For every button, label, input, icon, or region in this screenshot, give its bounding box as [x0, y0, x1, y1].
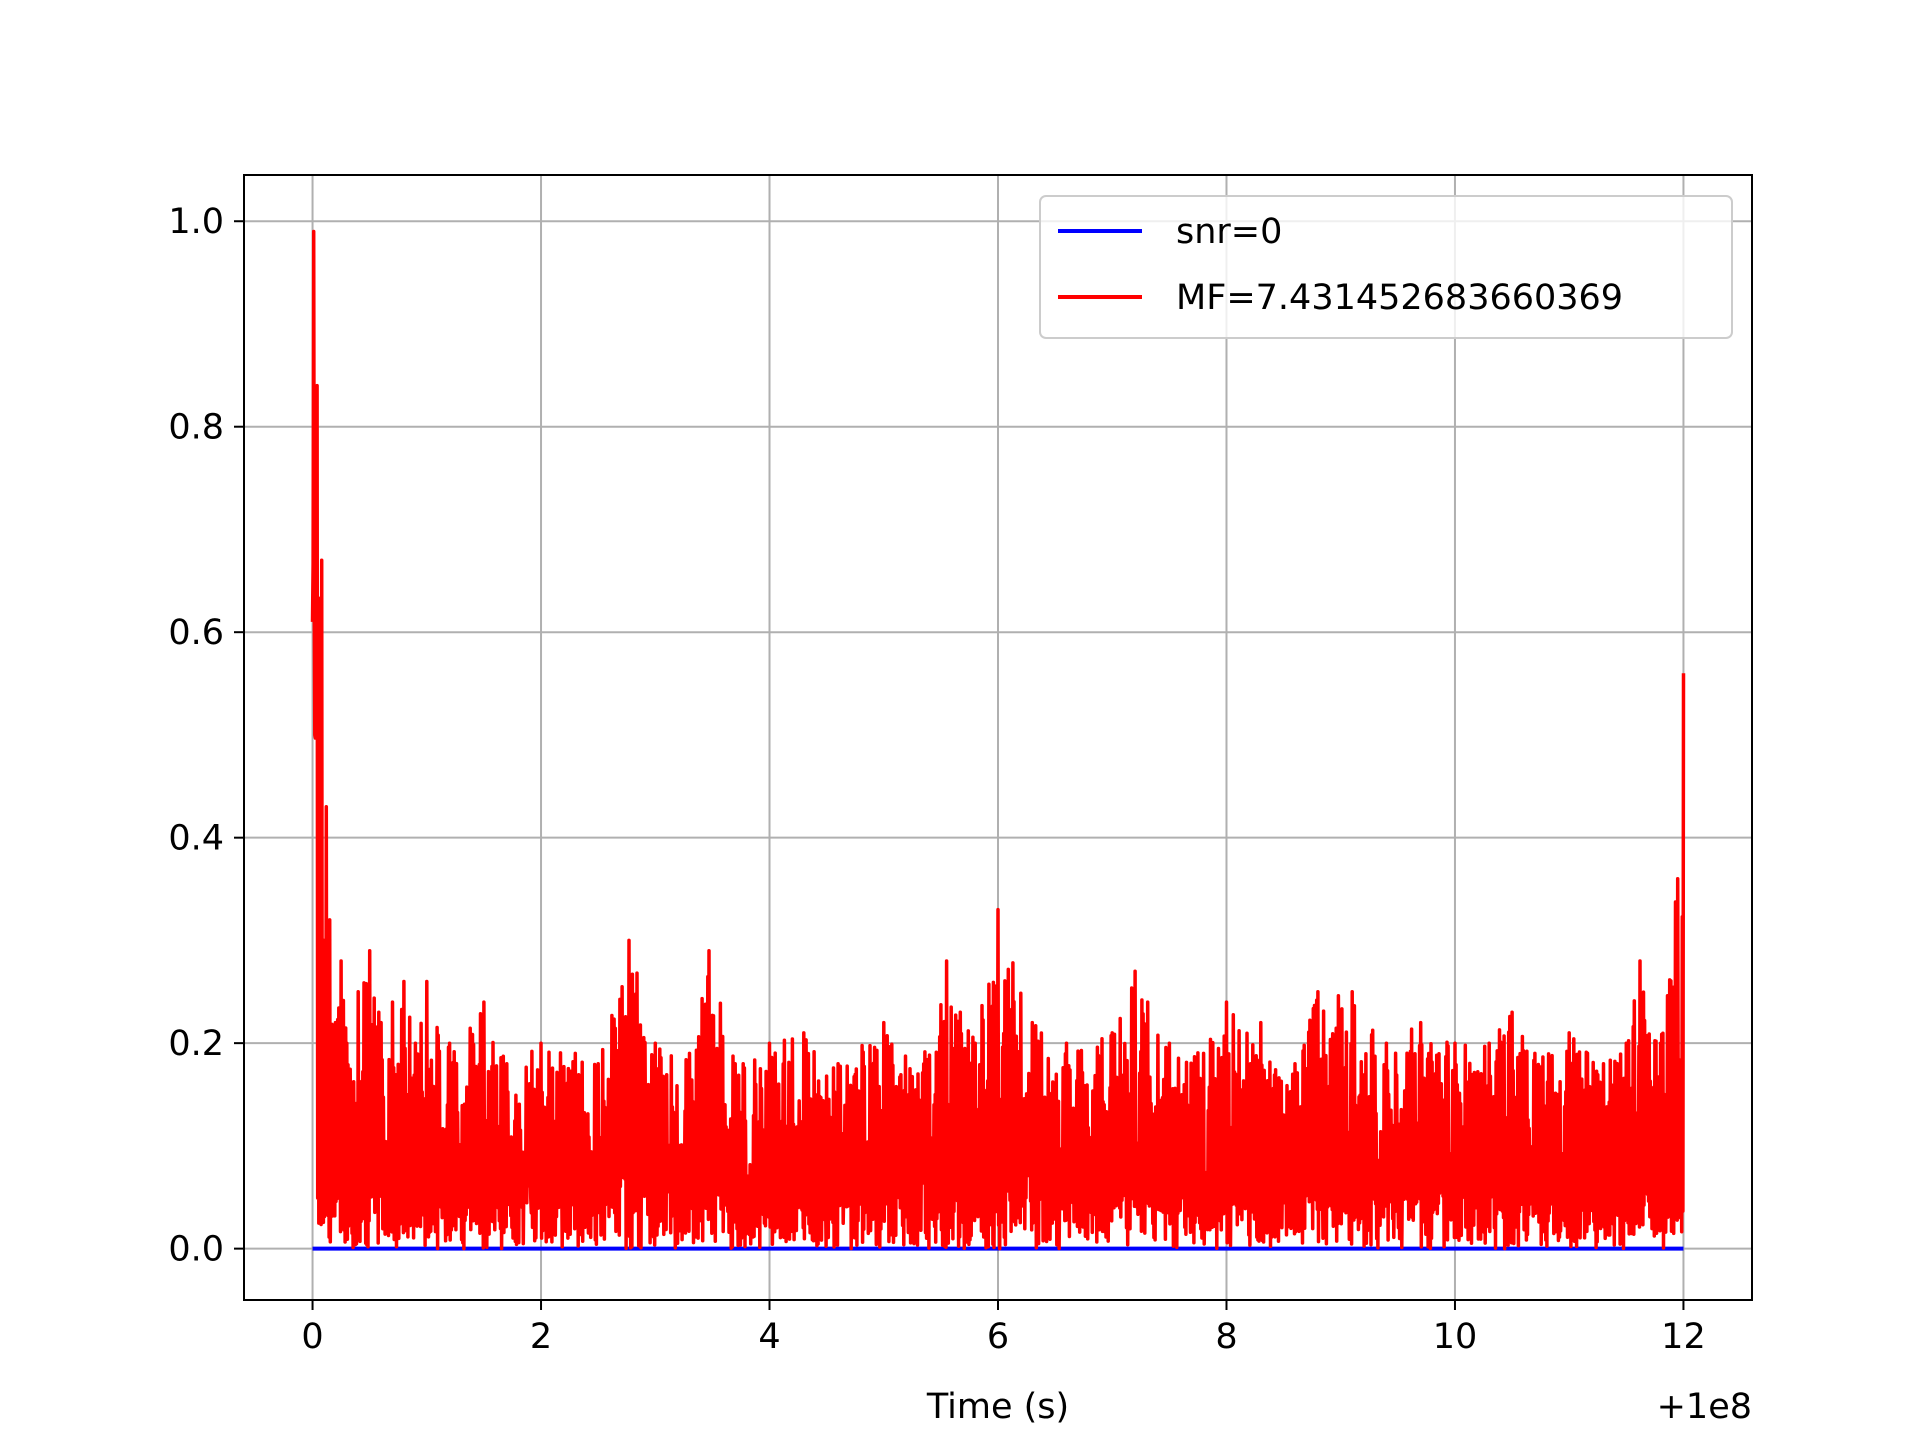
- series-line-mf: [310, 229, 1686, 1251]
- legend-label: MF=7.431452683660369: [1176, 278, 1623, 318]
- y-tick-label: 0.0: [168, 1230, 224, 1270]
- y-tick-label: 1.0: [168, 202, 224, 242]
- x-axis-label: Time (s): [926, 1387, 1069, 1427]
- x-tick-label: 10: [1433, 1317, 1478, 1357]
- x-tick-label: 4: [758, 1317, 780, 1357]
- legend-label: snr=0: [1176, 212, 1282, 252]
- x-tick-label: 2: [530, 1317, 552, 1357]
- x-tick-label: 12: [1661, 1317, 1706, 1357]
- y-tick-label: 0.6: [168, 613, 224, 653]
- plot-series: [310, 229, 1686, 1251]
- y-tick-label: 0.8: [168, 408, 224, 448]
- legend: snr=0 MF=7.431452683660369: [1039, 195, 1733, 339]
- x-offset-label: +1e8: [1657, 1387, 1752, 1427]
- axis-ticks: 0 2 4 6 8 10 12 0.0 0.2 0.4 0.6 0.8 1.0: [168, 202, 1705, 1357]
- y-tick-label: 0.2: [168, 1024, 224, 1064]
- y-tick-label: 0.4: [168, 819, 224, 859]
- legend-box: [1039, 195, 1733, 339]
- x-tick-label: 8: [1215, 1317, 1237, 1357]
- x-tick-label: 6: [987, 1317, 1009, 1357]
- x-tick-label: 0: [301, 1317, 323, 1357]
